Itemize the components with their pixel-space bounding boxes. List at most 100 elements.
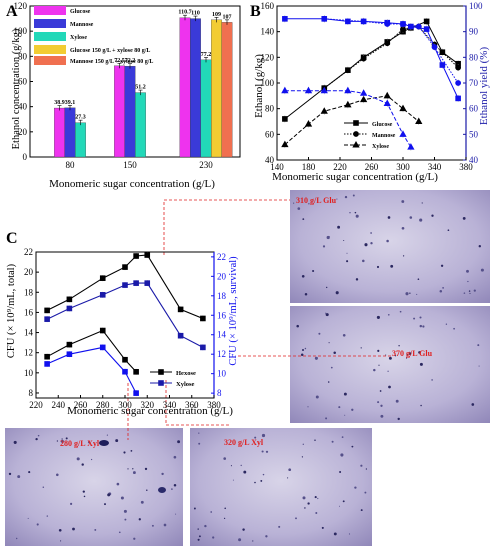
cell-dot — [261, 433, 266, 438]
y2-tick-label: 50 — [469, 129, 479, 139]
bar-glucose — [114, 65, 125, 158]
cell-dot — [197, 538, 200, 541]
marker-triangle — [320, 86, 328, 94]
y2-tick-label: 100 — [469, 1, 483, 11]
cell-dot — [360, 347, 362, 349]
cell-dot — [138, 518, 141, 521]
bar-value-label: 107 — [223, 14, 232, 20]
cell-dot — [60, 540, 62, 542]
cell-dot — [333, 532, 337, 536]
marker-square — [122, 356, 128, 363]
y-tick-label: 14 — [24, 328, 34, 338]
y-tick-label: 16 — [24, 307, 34, 317]
series-line-glucose — [284, 20, 459, 120]
cell-dot — [341, 436, 344, 438]
marker-square — [99, 275, 106, 281]
cell-dot — [346, 252, 348, 254]
cell-dot — [365, 468, 368, 470]
cell-dot — [397, 417, 400, 421]
y-tick-label: 60 — [265, 129, 275, 139]
cell-dot — [301, 456, 304, 458]
marker-circle — [384, 21, 391, 27]
cell-dot — [146, 489, 148, 491]
cell-dot — [304, 347, 307, 350]
cell-dot — [161, 472, 164, 476]
marker-triangle — [407, 143, 415, 150]
cell-dot — [418, 351, 421, 354]
y2-tick-label: 80 — [469, 52, 479, 62]
bar-mannose — [64, 107, 76, 158]
cell-dot — [416, 293, 418, 295]
marker-circle — [360, 18, 367, 25]
cell-dot — [346, 260, 349, 263]
cell-dot — [56, 440, 59, 442]
bar-glucose — [179, 17, 191, 158]
marker-square — [439, 49, 446, 56]
panel-c-xlabel: Monomeric sugar concentration (g/L) — [67, 405, 233, 417]
cell-dot — [198, 535, 201, 538]
marker-triangle — [320, 107, 328, 114]
cell-dot — [354, 486, 357, 489]
cell-dot — [132, 468, 134, 470]
marker-triangle — [415, 117, 423, 124]
cell-dot — [94, 528, 97, 531]
cell-dot — [301, 348, 305, 352]
micrograph-370-glu: 370 g/L Glu — [290, 306, 490, 423]
cell-dot — [339, 471, 342, 473]
cell-dot — [144, 467, 148, 471]
marker-square — [353, 120, 359, 126]
cell-dot — [307, 406, 309, 408]
cell-dot — [408, 352, 412, 355]
legend-label: Glucose — [372, 122, 393, 128]
cell-dot — [378, 364, 380, 366]
cell-dot — [431, 214, 434, 217]
cell-dot — [133, 537, 136, 540]
cell-dot — [238, 538, 242, 542]
bar-glucose-150-g-l-xylose-80-g-l — [211, 19, 222, 158]
cell-dot — [321, 526, 324, 529]
cell-dot — [314, 496, 317, 499]
cell-dot — [210, 511, 213, 513]
marker-square — [158, 369, 164, 375]
series-line-xylose — [46, 329, 137, 373]
cell-dot — [173, 455, 177, 459]
marker-square — [44, 353, 50, 360]
cell-dot — [304, 292, 308, 296]
cell-dot — [223, 517, 226, 520]
panel-b-xlabel: Monomeric sugar concentration (g/L) — [272, 171, 438, 183]
legend-swatch — [34, 19, 66, 28]
y-tick-label: 80 — [265, 104, 275, 114]
cell-dot — [385, 354, 387, 356]
cell-dot — [466, 269, 469, 273]
cell-dot — [387, 370, 389, 372]
panel-b-label: B — [250, 3, 261, 20]
cell-dot — [406, 357, 408, 359]
legend-label: Mannose — [372, 133, 396, 139]
series-line-glucose-yield — [284, 18, 459, 99]
y-tick-label: 8 — [29, 388, 34, 398]
marker-circle — [455, 80, 462, 86]
legend-swatch — [34, 32, 66, 41]
cell-dot — [409, 216, 413, 219]
micrograph-370-label: 370 g/L Glu — [392, 349, 433, 358]
y2-tick-label: 60 — [469, 104, 479, 114]
legend-swatch — [34, 6, 66, 15]
x-tick-label: 180 — [302, 162, 316, 172]
bar-xylose — [200, 59, 212, 158]
cell-dot — [304, 507, 306, 509]
panel-a-legend: Glucose Mannose Xylose Glucose 150 g/L + xy… — [34, 6, 153, 65]
cell-dot — [395, 399, 399, 403]
marker-square — [158, 380, 164, 386]
cell-dot — [297, 207, 301, 210]
y-tick-label: 20 — [18, 127, 28, 137]
micrograph-320-label: 320 g/L Xyl — [224, 438, 264, 447]
marker-triangle — [344, 86, 352, 94]
series-line-xylose-yield — [284, 90, 412, 148]
panel-c: C 8 10 12 14 16 18 20 22 8 10 12 14 16 18 20 22 220 240 26… — [6, 230, 239, 417]
marker-square — [423, 26, 430, 32]
cell-dot — [338, 406, 341, 409]
cell-dot — [440, 264, 444, 267]
panel-c-ylabel-right: CFU (× 10⁹/mL, survival) — [228, 256, 239, 366]
cell-dot — [447, 229, 450, 232]
x-tick-label: 260 — [365, 162, 379, 172]
